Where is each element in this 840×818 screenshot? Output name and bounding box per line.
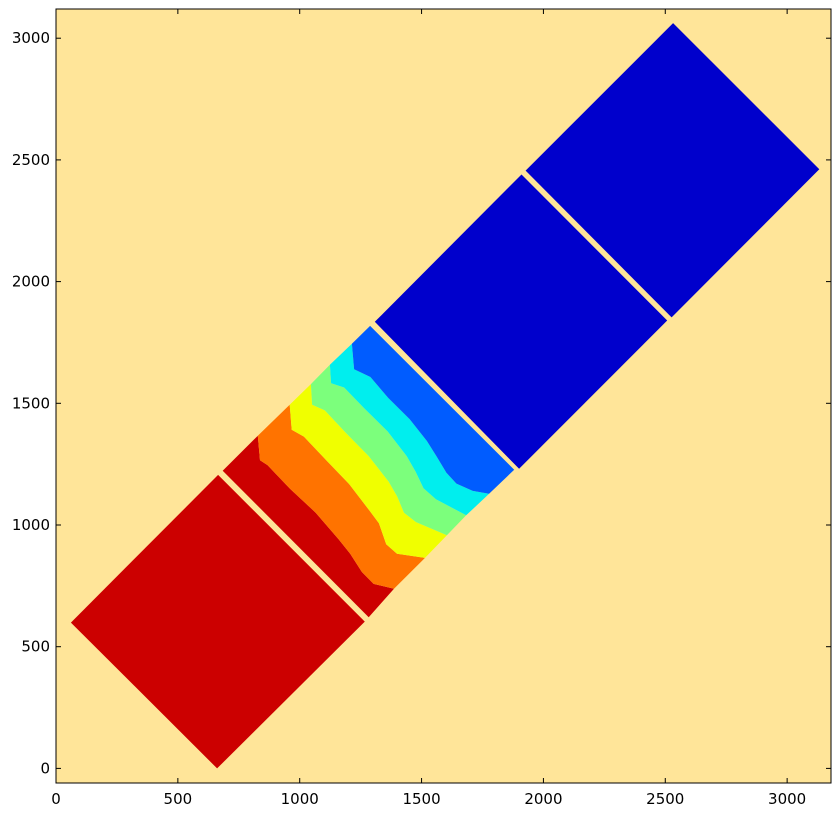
x-tick-label: 3000 — [768, 790, 806, 808]
region-4 — [222, 435, 394, 618]
plot-frame — [55, 8, 832, 784]
region-5 — [257, 404, 425, 589]
x-tick-label: 2500 — [646, 790, 684, 808]
x-tick-label: 0 — [51, 790, 61, 808]
region-9 — [351, 325, 515, 494]
y-tick-labels: 0 500 1000 1500 2000 2500 3000 — [12, 29, 50, 777]
y-tick-label: 500 — [21, 638, 50, 656]
x-tick-label: 500 — [164, 790, 193, 808]
colored-regions — [70, 23, 820, 769]
x-tick-label: 2000 — [524, 790, 562, 808]
x-tick-label: 1500 — [402, 790, 440, 808]
y-tick-label: 1000 — [12, 516, 50, 534]
y-tick-label: 2500 — [12, 151, 50, 169]
y-tick-label: 1500 — [12, 394, 50, 412]
x-tick-label: 1000 — [281, 790, 319, 808]
region-2 — [374, 174, 668, 469]
x-tick-labels: 0 500 1000 1500 2000 2500 3000 — [51, 790, 806, 808]
region-3 — [525, 23, 820, 318]
region-1 — [70, 474, 365, 769]
region-7 — [310, 364, 467, 536]
region-6 — [289, 384, 447, 558]
y-tick-label: 0 — [40, 759, 50, 777]
y-tick-label: 2000 — [12, 273, 50, 291]
y-tick-label: 3000 — [12, 29, 50, 47]
region-8 — [329, 343, 490, 516]
